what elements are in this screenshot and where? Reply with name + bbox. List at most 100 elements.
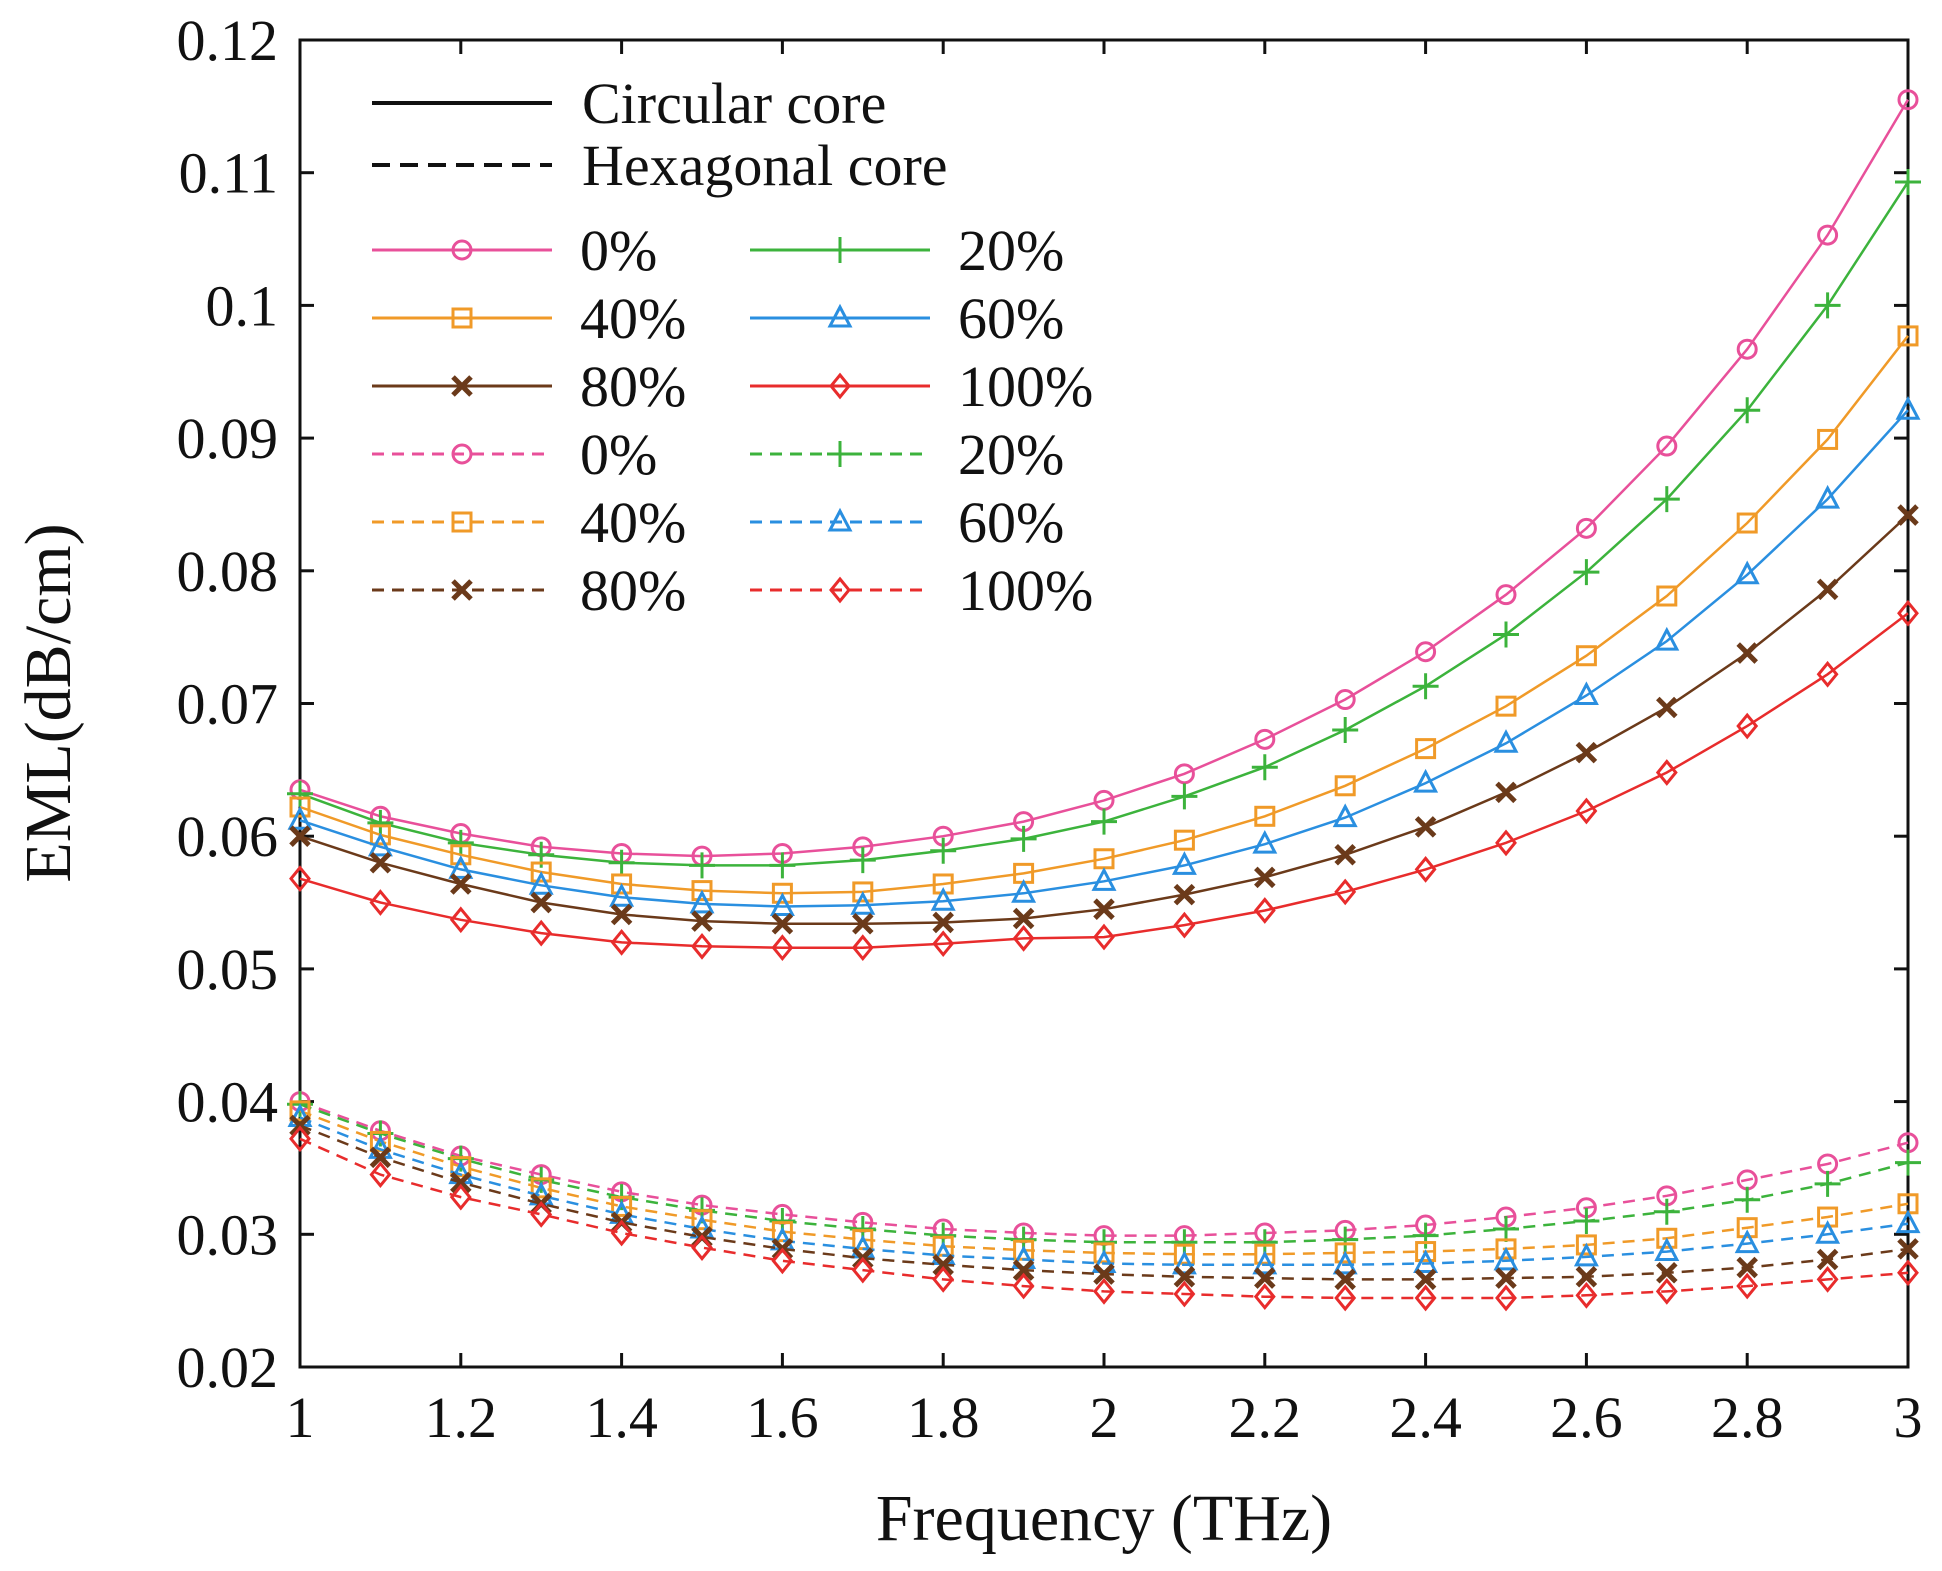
data-point — [1334, 844, 1356, 866]
data-point — [1575, 797, 1598, 825]
data-point — [1334, 775, 1356, 797]
data-point — [1573, 681, 1599, 706]
y-tick-label: 0.07 — [177, 672, 279, 737]
data-point — [450, 844, 472, 866]
data-point — [1654, 626, 1680, 651]
data-point — [1173, 1243, 1195, 1265]
data-point — [1415, 1241, 1437, 1263]
data-point — [1814, 1170, 1841, 1197]
data-point — [689, 852, 715, 879]
data-point — [1254, 866, 1276, 889]
data-point — [1575, 1265, 1598, 1288]
data-point — [850, 890, 876, 915]
series-80%-circular — [289, 504, 1919, 935]
data-point — [1012, 1259, 1035, 1281]
series-line — [299, 409, 1909, 908]
data-point — [1253, 1283, 1276, 1311]
data-point — [450, 873, 472, 895]
data-point — [1415, 738, 1437, 760]
data-point — [1656, 585, 1678, 607]
data-point — [691, 1209, 713, 1231]
data-point — [530, 861, 552, 883]
y-tick-label: 0.08 — [177, 539, 279, 604]
data-point — [610, 1219, 633, 1247]
data-point — [1814, 292, 1841, 319]
y-tick-label: 0.05 — [177, 937, 279, 1002]
legend-series-marker — [827, 303, 853, 328]
data-point — [1734, 560, 1760, 585]
data-point — [1734, 1229, 1760, 1254]
data-point — [1816, 1266, 1839, 1293]
data-point — [1414, 1284, 1437, 1312]
data-point — [1816, 578, 1839, 601]
data-point — [691, 880, 713, 902]
data-point — [287, 780, 313, 807]
series-line — [299, 612, 1909, 949]
data-point — [287, 806, 313, 830]
data-point — [1413, 1249, 1439, 1273]
data-point — [932, 1254, 954, 1276]
x-tick-label: 1.2 — [425, 1385, 498, 1450]
data-point — [1332, 803, 1358, 828]
x-axis-title: Frequency (THz) — [876, 1482, 1332, 1555]
data-point — [771, 1247, 794, 1275]
legend-series-label: 40% — [580, 490, 686, 555]
data-point — [1815, 1220, 1841, 1244]
y-tick-label: 0.1 — [206, 273, 279, 338]
x-tick-label: 3 — [1894, 1385, 1923, 1450]
data-point — [1656, 1227, 1678, 1249]
series-60%-circular — [287, 396, 1921, 917]
series-line — [299, 99, 1910, 858]
data-point — [1173, 1265, 1196, 1288]
data-point — [1897, 599, 1919, 627]
data-point — [369, 1161, 392, 1188]
data-point — [1815, 484, 1841, 509]
data-point — [1897, 1259, 1919, 1287]
data-point — [1332, 717, 1359, 744]
data-point — [1254, 805, 1276, 827]
data-point — [1897, 504, 1919, 526]
data-point — [448, 855, 474, 879]
x-tick-label: 2 — [1090, 1385, 1119, 1450]
x-tick-label: 2.2 — [1229, 1385, 1302, 1450]
data-point — [1895, 168, 1921, 195]
y-tick-label: 0.12 — [177, 8, 279, 73]
data-point — [1495, 781, 1517, 804]
data-point — [1011, 879, 1037, 903]
x-tick-label: 1.4 — [585, 1385, 658, 1450]
y-tick-label: 0.06 — [177, 804, 279, 869]
data-point — [1736, 512, 1758, 534]
legend-series-marker — [827, 237, 853, 263]
series-0%-circular — [289, 89, 1919, 867]
data-point — [1414, 816, 1437, 838]
data-point — [1653, 1198, 1680, 1225]
y-tick-label: 0.09 — [177, 406, 279, 471]
data-point — [930, 887, 956, 911]
legend-series-marker — [451, 443, 473, 465]
data-point — [691, 1234, 713, 1261]
data-point — [1173, 763, 1195, 785]
data-point — [930, 837, 957, 864]
data-point — [1091, 808, 1117, 835]
data-point — [1252, 1250, 1278, 1275]
x-tick-label: 2.4 — [1389, 1385, 1462, 1450]
legend-series-label: 20% — [958, 218, 1064, 283]
data-point — [1575, 1234, 1597, 1256]
data-point — [369, 889, 392, 916]
data-point — [1575, 645, 1597, 667]
data-point — [447, 829, 474, 856]
data-point — [932, 930, 955, 958]
data-point — [1415, 641, 1437, 663]
series-0%-hexagonal — [289, 1091, 1919, 1247]
data-point — [1412, 673, 1439, 700]
data-point — [1091, 867, 1117, 891]
data-point — [1332, 1250, 1358, 1275]
data-point — [1495, 829, 1517, 857]
legend-series-marker — [451, 511, 473, 533]
legend-series-marker — [829, 372, 851, 400]
data-point — [1736, 338, 1758, 360]
series-line — [299, 1116, 1909, 1267]
data-point — [367, 809, 394, 836]
legend-series-marker — [451, 239, 473, 261]
